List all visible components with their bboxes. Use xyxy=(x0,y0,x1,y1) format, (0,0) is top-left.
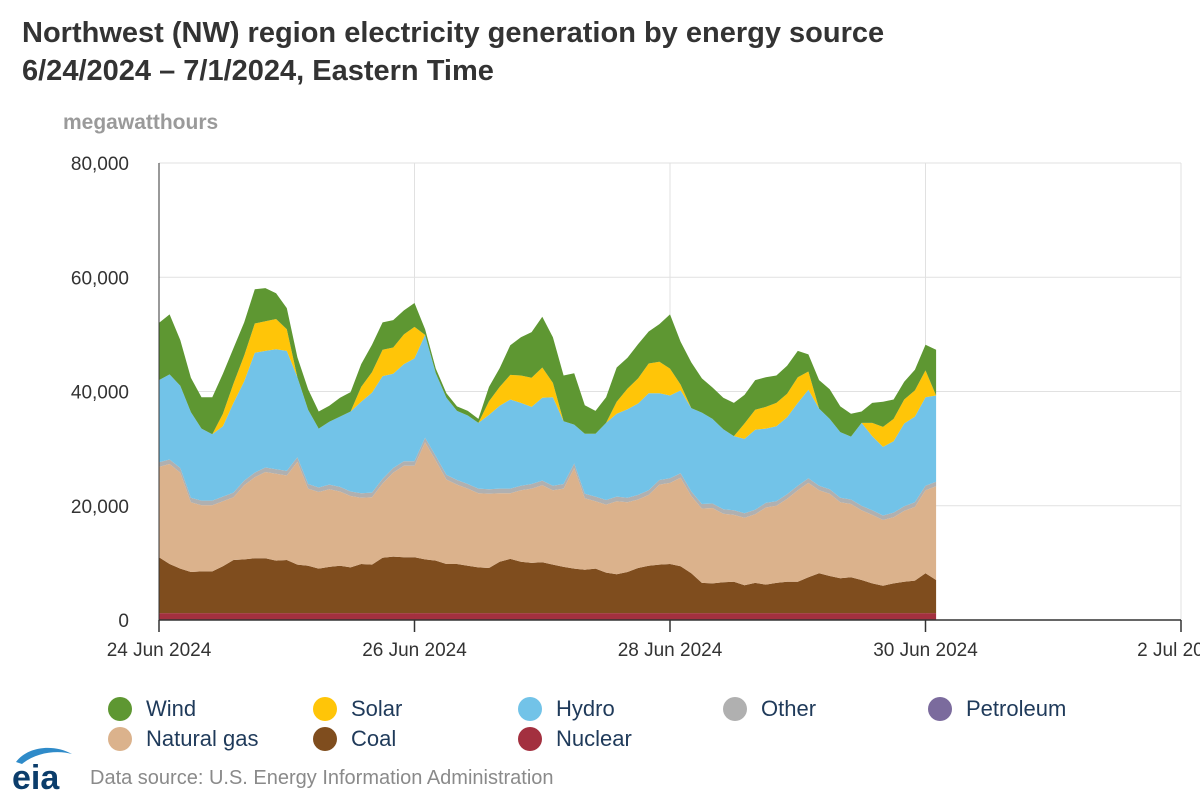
chart-title-line-2: 6/24/2024 – 7/1/2024, Eastern Time xyxy=(22,55,494,87)
axes xyxy=(158,163,1182,632)
chart-legend: Wind Solar Hydro Other Petroleum Natural gas C… xyxy=(108,694,1168,756)
y-tick-label: 80,000 xyxy=(71,154,129,175)
legend-swatch-wind xyxy=(108,697,132,721)
legend-swatch-coal xyxy=(313,727,337,751)
legend-item-solar[interactable]: Solar xyxy=(313,694,402,724)
legend-label-nuclear: Nuclear xyxy=(556,726,632,751)
legend-label-hydro: Hydro xyxy=(556,696,615,721)
x-tick-label: 2 Jul 2024 xyxy=(1137,640,1200,661)
legend-item-other[interactable]: Other xyxy=(723,694,816,724)
stacked-areas xyxy=(159,288,937,620)
x-tick-label: 24 Jun 2024 xyxy=(107,640,212,661)
y-tick-label: 60,000 xyxy=(71,268,129,289)
area-series-natural-gas[interactable] xyxy=(159,442,937,586)
x-tick-label: 30 Jun 2024 xyxy=(873,640,978,661)
data-source-text: Data source: U.S. Energy Information Adm… xyxy=(90,767,554,789)
y-tick-label: 40,000 xyxy=(71,383,129,404)
eia-logo-swoosh xyxy=(16,747,72,764)
x-tick-label: 26 Jun 2024 xyxy=(362,640,467,661)
eia-logo-text: eia xyxy=(12,759,60,794)
footer: eia Data source: U.S. Energy Information… xyxy=(10,742,554,794)
area-series-solar[interactable] xyxy=(159,319,937,447)
legend-item-petroleum[interactable]: Petroleum xyxy=(928,694,1066,724)
legend-swatch-other xyxy=(723,697,747,721)
legend-label-petroleum: Petroleum xyxy=(966,696,1067,721)
y-axis-unit-label: megawatthours xyxy=(63,111,219,134)
legend-swatch-hydro xyxy=(518,697,542,721)
x-tick-label: 28 Jun 2024 xyxy=(618,640,723,661)
legend-item-natural-gas[interactable]: Natural gas xyxy=(108,724,259,754)
legend-item-wind[interactable]: Wind xyxy=(108,694,196,724)
legend-swatch-natural-gas xyxy=(108,727,132,751)
eia-logo-icon: eia xyxy=(12,747,72,794)
area-series-coal[interactable] xyxy=(159,556,937,614)
legend-item-nuclear[interactable]: Nuclear xyxy=(518,724,632,754)
legend-label-other: Other xyxy=(761,696,817,721)
legend-label-coal: Coal xyxy=(351,726,397,751)
legend-swatch-nuclear xyxy=(518,727,542,751)
legend-swatch-petroleum xyxy=(928,697,952,721)
area-series-wind[interactable] xyxy=(159,288,937,437)
legend-label-natural-gas: Natural gas xyxy=(146,726,259,751)
y-tick-label: 0 xyxy=(118,611,129,632)
chart-title: Northwest (NW) region electricity genera… xyxy=(22,14,884,90)
y-tick-label: 20,000 xyxy=(71,497,129,518)
area-series-nuclear[interactable] xyxy=(159,613,937,620)
legend-item-coal[interactable]: Coal xyxy=(313,724,396,754)
tick-labels: 0 20,000 40,000 60,000 80,000 24 Jun 2024 26 J… xyxy=(71,154,1200,661)
chart-title-line-1: Northwest (NW) region electricity genera… xyxy=(22,17,885,49)
legend-swatch-solar xyxy=(313,697,337,721)
legend-label-solar: Solar xyxy=(351,696,403,721)
legend-label-wind: Wind xyxy=(146,696,197,721)
area-series-hydro[interactable] xyxy=(159,334,937,516)
legend-item-hydro[interactable]: Hydro xyxy=(518,694,615,724)
